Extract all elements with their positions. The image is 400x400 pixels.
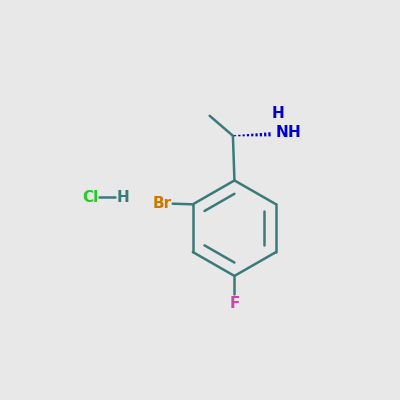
Text: H: H xyxy=(287,125,300,140)
Text: Cl: Cl xyxy=(82,190,98,205)
Text: H: H xyxy=(272,106,285,121)
Text: F: F xyxy=(229,296,240,311)
Text: N: N xyxy=(275,125,288,140)
Text: H: H xyxy=(116,190,129,205)
Text: Br: Br xyxy=(152,196,172,211)
